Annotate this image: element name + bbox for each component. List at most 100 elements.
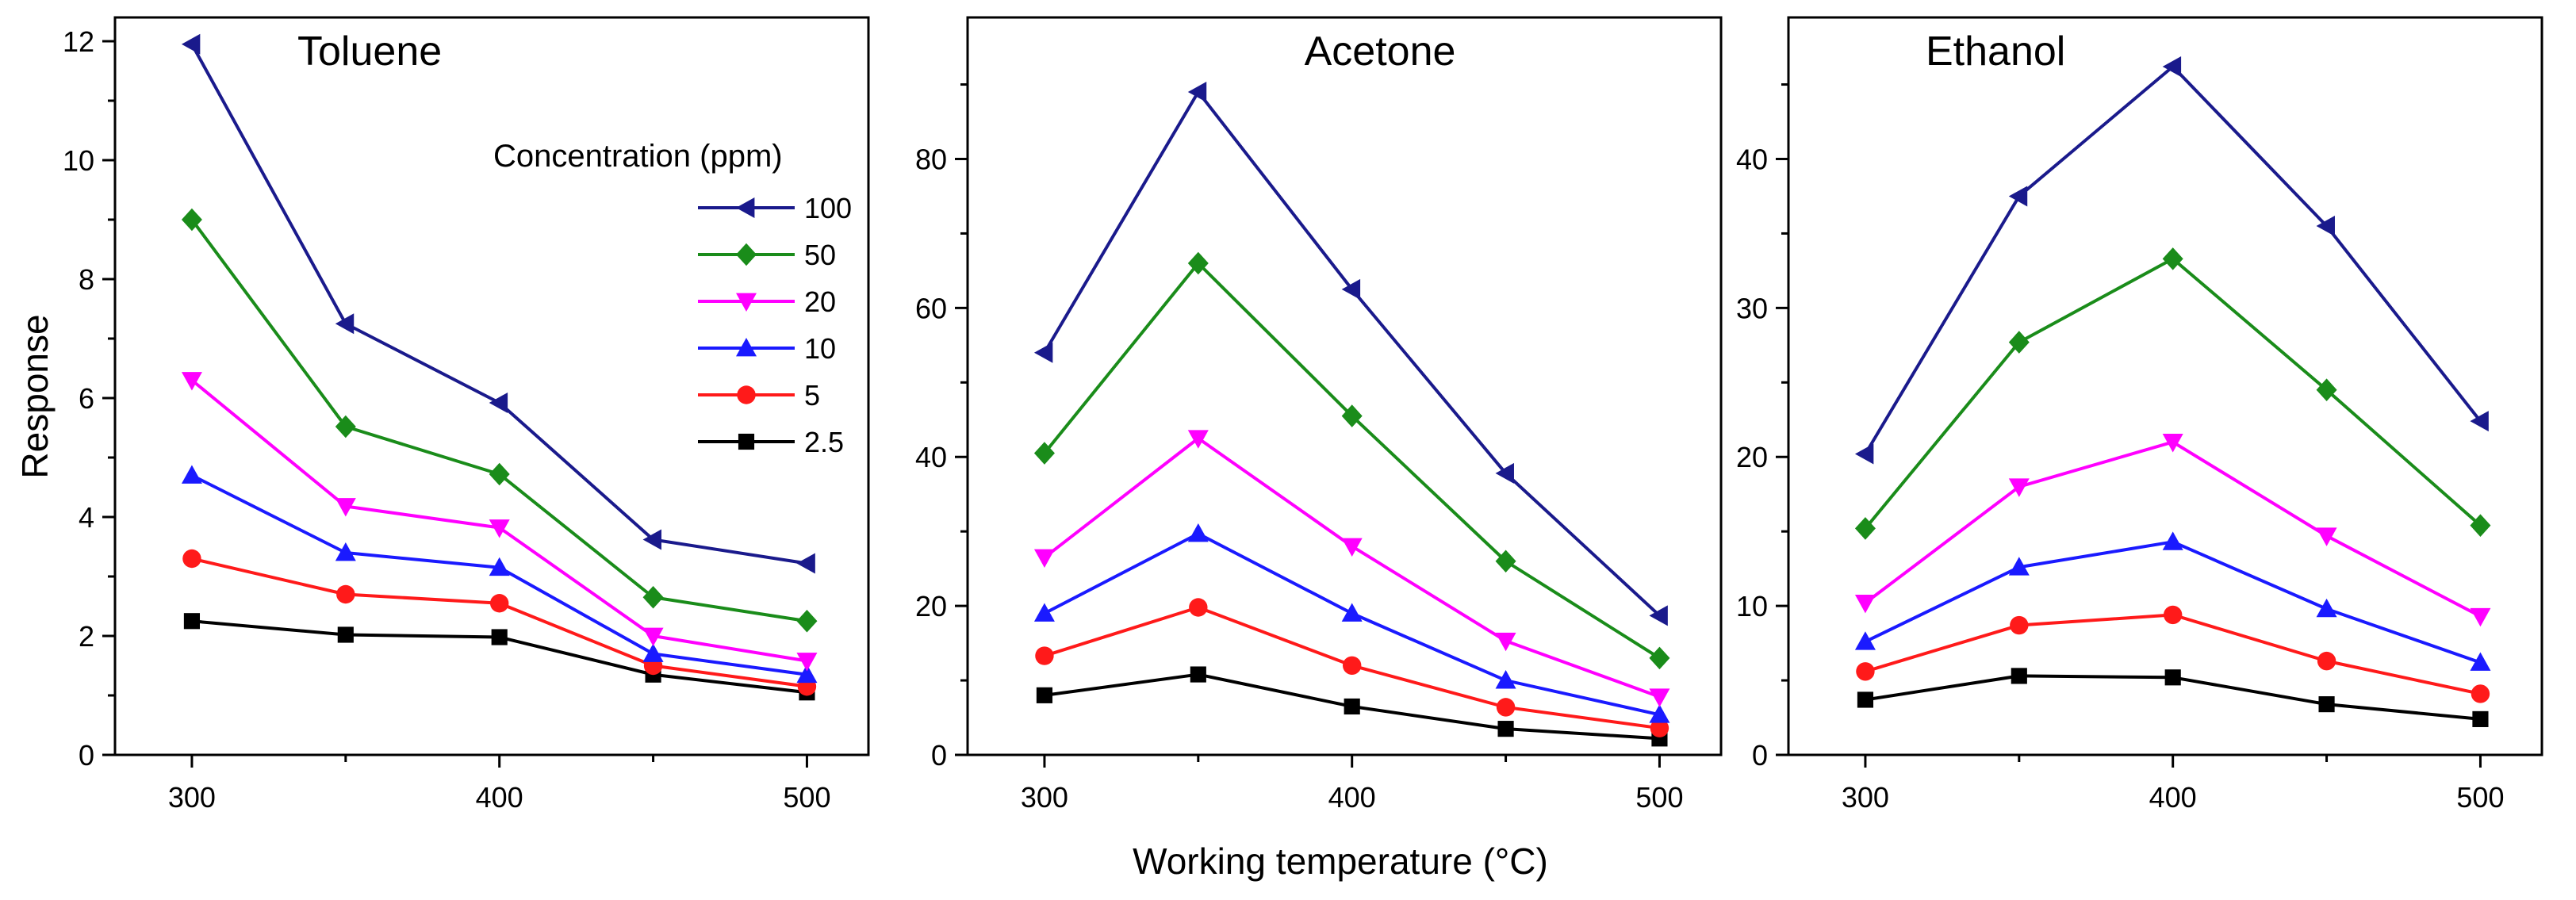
data-point-100 (2316, 216, 2335, 237)
data-point-2_5 (2011, 668, 2027, 684)
data-point-50 (489, 462, 510, 486)
data-point-2_5 (2164, 669, 2181, 686)
legend-marker-10 (736, 338, 757, 357)
data-point-50 (2008, 331, 2030, 354)
y-tick-label: 0 (1752, 739, 1768, 772)
y-axis-label: Response (14, 314, 56, 478)
data-point-100 (1854, 443, 1874, 465)
data-point-50 (2316, 378, 2337, 401)
data-point-10 (181, 465, 202, 484)
x-tick-label: 500 (783, 781, 830, 814)
data-point-2_5 (1036, 687, 1053, 703)
legend-marker-100 (736, 197, 755, 218)
y-tick-label: 10 (63, 144, 94, 177)
data-point-10 (1341, 603, 1363, 622)
legend-marker-2_5 (738, 433, 755, 450)
data-point-10 (2008, 557, 2030, 576)
y-tick-label: 30 (1736, 292, 1768, 324)
chart-title: Toluene (297, 29, 442, 75)
chart-panel-ethanol: 300 400 500 0 10 20 30 40 Ethanol (1736, 16, 2543, 814)
legend-marker-50 (736, 243, 757, 266)
data-point-5 (1342, 656, 1362, 675)
data-point-100 (335, 313, 355, 335)
data-point-50 (1033, 442, 1055, 465)
data-point-5 (1189, 598, 1208, 617)
data-point-20 (1495, 632, 1516, 652)
plot-frame (966, 16, 1723, 756)
data-point-100 (489, 393, 508, 413)
chart-panel-acetone: 300 400 500 0 20 40 60 80 Acetone (915, 16, 1723, 814)
data-point-20 (1854, 594, 1876, 614)
legend-marker-20 (736, 293, 757, 312)
y-tick-label: 2 (79, 620, 94, 653)
data-point-10 (1495, 670, 1516, 689)
data-point-5 (489, 594, 509, 613)
data-point-100 (2162, 56, 2182, 77)
y-tick-label: 8 (79, 263, 94, 296)
data-point-10 (489, 557, 510, 576)
series-line-20 (1864, 440, 2482, 619)
data-point-20 (1341, 538, 1363, 557)
data-point-50 (1854, 517, 1876, 540)
y-tick-label: 6 (79, 382, 94, 415)
y-tick-label: 80 (915, 143, 947, 175)
x-axis-label: Working temperature (°C) (1133, 841, 1548, 882)
legend-label: 10 (804, 332, 836, 365)
data-point-10 (2470, 652, 2491, 671)
y-tick-label: 40 (1736, 143, 1768, 175)
data-point-50 (1649, 646, 1670, 670)
y-tick-label: 20 (1736, 441, 1768, 473)
data-point-5 (1650, 718, 1669, 737)
data-point-20 (796, 653, 818, 672)
data-point-100 (1495, 462, 1514, 484)
data-point-20 (181, 372, 202, 391)
data-point-50 (796, 609, 818, 633)
data-point-5 (336, 584, 355, 604)
data-point-2_5 (337, 626, 354, 643)
x-tick-label: 500 (1635, 781, 1683, 814)
data-point-20 (335, 498, 356, 517)
data-point-50 (1495, 550, 1516, 573)
data-point-5 (2471, 684, 2490, 703)
data-point-100 (1187, 81, 1207, 102)
data-point-100 (796, 553, 815, 574)
legend-label: 2.5 (804, 426, 844, 458)
data-point-10 (2162, 531, 2183, 550)
chart-title: Ethanol (1926, 29, 2065, 75)
data-point-2_5 (1344, 698, 1360, 715)
data-point-20 (2008, 478, 2030, 497)
legend: Concentration (ppm) 100 50 20 10 5 2.5 (493, 139, 852, 458)
data-point-20 (642, 627, 664, 646)
data-point-2_5 (2472, 710, 2489, 727)
data-point-2_5 (491, 629, 508, 645)
data-point-20 (1187, 430, 1209, 449)
data-point-100 (1341, 278, 1361, 300)
data-point-20 (1033, 549, 1055, 569)
series-line-10 (1044, 532, 1660, 717)
data-point-100 (1033, 342, 1053, 363)
legend-label: 50 (804, 239, 836, 271)
x-tick-label: 300 (168, 781, 216, 814)
chart-panel-toluene: 300 400 500 0 2 4 6 8 10 12 Toluene Concentration (… (63, 16, 870, 814)
legend-marker-5 (737, 385, 756, 404)
data-point-10 (796, 664, 818, 684)
chart-title: Acetone (1305, 29, 1456, 75)
data-point-5 (2010, 615, 2029, 635)
data-point-2_5 (2318, 696, 2335, 713)
data-point-100 (642, 529, 661, 550)
data-point-100 (2470, 411, 2489, 432)
data-point-10 (1187, 523, 1209, 542)
data-point-10 (335, 542, 356, 561)
series-line-5 (191, 557, 807, 688)
data-point-5 (1496, 698, 1516, 717)
legend-label: 100 (804, 192, 852, 224)
data-point-2_5 (1497, 721, 1514, 737)
data-point-10 (1649, 704, 1670, 723)
data-point-20 (489, 519, 510, 538)
data-point-2_5 (1857, 691, 1874, 708)
plot-frame (113, 16, 870, 756)
data-point-10 (2316, 598, 2337, 618)
plot-frame (1787, 16, 2543, 756)
data-point-5 (2317, 651, 2336, 671)
series-line-50 (1043, 262, 1661, 660)
